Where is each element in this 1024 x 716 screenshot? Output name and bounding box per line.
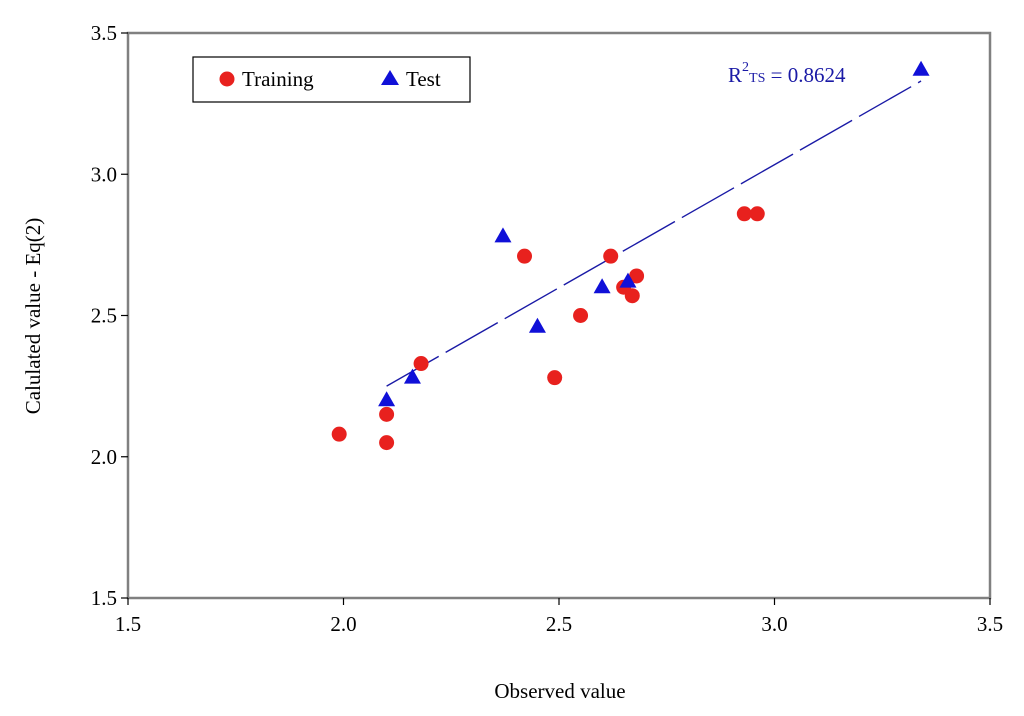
legend-box — [192, 56, 471, 103]
y-tick-label: 3.5 — [91, 21, 117, 45]
r-subscript: TS — [749, 71, 765, 86]
y-tick-label: 2.0 — [91, 445, 117, 469]
x-axis-title: Observed value — [494, 679, 625, 703]
test-point — [378, 391, 396, 407]
r-squared-annotation: R2TS = 0.8624 — [728, 60, 846, 87]
legend-label-test: Test — [406, 67, 441, 91]
legend-marker-training — [219, 71, 235, 87]
legend-label-training: Training — [242, 67, 314, 91]
r-label: R — [728, 63, 742, 87]
training-point — [379, 406, 395, 422]
y-axis-title: Calulated value - Eq(2) — [21, 218, 45, 415]
training-point — [749, 206, 765, 222]
y-tick-label: 3.0 — [91, 162, 117, 186]
test-point — [912, 60, 930, 76]
x-tick-label: 2.0 — [330, 612, 356, 636]
legend-marker-test — [381, 70, 399, 85]
y-tick-label: 2.5 — [91, 304, 117, 328]
x-tick-label: 1.5 — [115, 612, 141, 636]
x-tick-label: 3.0 — [761, 612, 787, 636]
y-tick-label: 1.5 — [91, 586, 117, 610]
test-point — [528, 317, 546, 333]
x-tick-label: 2.5 — [546, 612, 572, 636]
training-point — [331, 426, 347, 442]
training-point — [379, 435, 395, 451]
x-tick-label: 3.5 — [977, 612, 1003, 636]
training-point — [603, 248, 619, 264]
training-point — [573, 308, 589, 323]
training-point — [517, 248, 533, 264]
test-point — [494, 227, 512, 243]
training-point — [629, 268, 645, 284]
training-point — [624, 288, 640, 304]
training-point — [413, 356, 429, 372]
plot-area: 1.5 2.0 2.5 3.0 3.5 1.5 2.0 2.5 3.0 3.5 — [91, 21, 1003, 636]
r-value: = 0.8624 — [765, 63, 846, 87]
plot-frame — [126, 31, 992, 600]
test-point — [403, 368, 421, 384]
test-point — [619, 272, 637, 288]
training-point — [547, 370, 563, 386]
training-point — [736, 206, 752, 222]
r-superscript: 2 — [742, 60, 749, 75]
test-point — [593, 278, 611, 294]
regression-line — [386, 80, 922, 387]
